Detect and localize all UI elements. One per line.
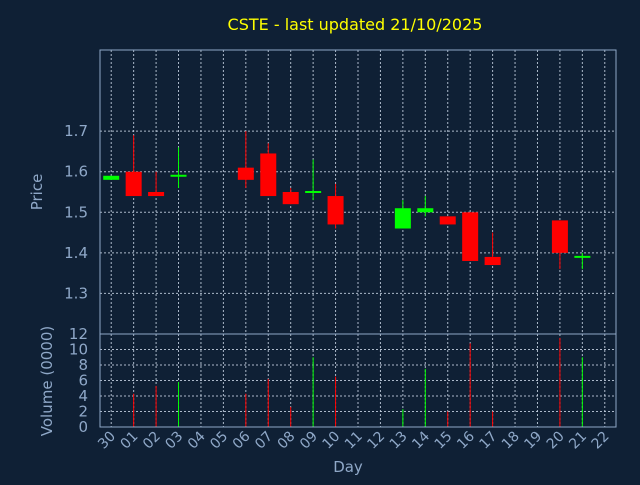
x-tick-label: 02 xyxy=(140,429,164,453)
candle-body xyxy=(148,192,165,197)
x-tick-label: 12 xyxy=(364,429,388,453)
candle-body xyxy=(394,208,411,229)
price-tick-label: 1.3 xyxy=(64,284,88,302)
x-tick-label: 18 xyxy=(499,429,523,453)
volume-axis-label: Volume (0000) xyxy=(38,326,56,436)
x-axis-label: Day xyxy=(333,458,363,476)
x-tick-label: 07 xyxy=(252,429,276,453)
x-tick-label: 09 xyxy=(297,429,321,453)
candle xyxy=(260,143,277,197)
x-tick-label: 13 xyxy=(387,429,411,453)
candle xyxy=(417,196,434,217)
price-tick-label: 1.6 xyxy=(64,163,88,181)
candles xyxy=(103,131,591,270)
x-tick-label: 03 xyxy=(162,429,186,453)
candle-body xyxy=(125,171,142,197)
volume-tick-label: 0 xyxy=(78,418,88,436)
candle-body xyxy=(484,256,501,266)
x-tick-label: 05 xyxy=(207,429,231,453)
x-tick-label: 10 xyxy=(319,429,343,453)
volume-tick-label: 6 xyxy=(78,372,88,390)
candle xyxy=(148,171,165,197)
x-tick-label: 06 xyxy=(230,428,254,452)
x-tick-label: 16 xyxy=(454,428,478,452)
x-tick-label: 15 xyxy=(432,429,456,453)
chart-title: CSTE - last updated 21/10/2025 xyxy=(228,15,483,34)
candle xyxy=(305,159,322,201)
x-tick-label: 11 xyxy=(342,429,366,453)
x-tick-label: 04 xyxy=(185,428,209,452)
candle xyxy=(103,175,120,180)
candle-body xyxy=(551,220,568,253)
x-tick-label: 14 xyxy=(409,428,433,452)
x-tick-label: 19 xyxy=(521,429,545,453)
candle xyxy=(237,131,254,188)
x-tick-label: 08 xyxy=(275,429,299,453)
candle xyxy=(170,147,187,188)
volume-bars xyxy=(133,337,583,427)
volume-tick-label: 8 xyxy=(78,356,88,374)
candle xyxy=(394,200,411,229)
candle-body xyxy=(260,153,277,197)
volume-tick-label: 12 xyxy=(69,325,88,343)
x-tick-label: 01 xyxy=(118,429,142,453)
candle-body xyxy=(439,216,456,225)
candle-body xyxy=(462,212,479,261)
candle xyxy=(462,212,479,261)
x-tick-label: 21 xyxy=(566,429,590,453)
candle xyxy=(484,232,501,266)
volume-tick-label: 2 xyxy=(78,403,88,421)
candle xyxy=(439,216,456,225)
grid-lines xyxy=(100,50,616,427)
price-tick-label: 1.4 xyxy=(64,244,88,262)
price-tick-label: 1.5 xyxy=(64,203,88,221)
tick-labels: 3001020304050607080910111213141516171819… xyxy=(64,122,612,452)
candle xyxy=(551,220,568,270)
candle xyxy=(125,135,142,197)
x-tick-label: 20 xyxy=(544,429,568,453)
x-tick-label: 30 xyxy=(95,429,119,453)
candle-body xyxy=(327,196,344,225)
candle-body xyxy=(417,208,434,213)
candle xyxy=(282,187,299,205)
volume-tick-label: 4 xyxy=(78,387,88,405)
candle-body xyxy=(237,167,254,180)
candle xyxy=(327,183,344,229)
candle-body xyxy=(103,175,120,180)
price-axis-label: Price xyxy=(28,174,46,211)
x-tick-label: 22 xyxy=(589,429,613,453)
candle xyxy=(574,252,591,270)
volume-tick-label: 10 xyxy=(69,341,88,359)
volume-panel-frame xyxy=(99,333,617,428)
candle-body xyxy=(282,192,299,205)
x-tick-label: 17 xyxy=(477,429,501,453)
price-tick-label: 1.7 xyxy=(64,122,88,140)
